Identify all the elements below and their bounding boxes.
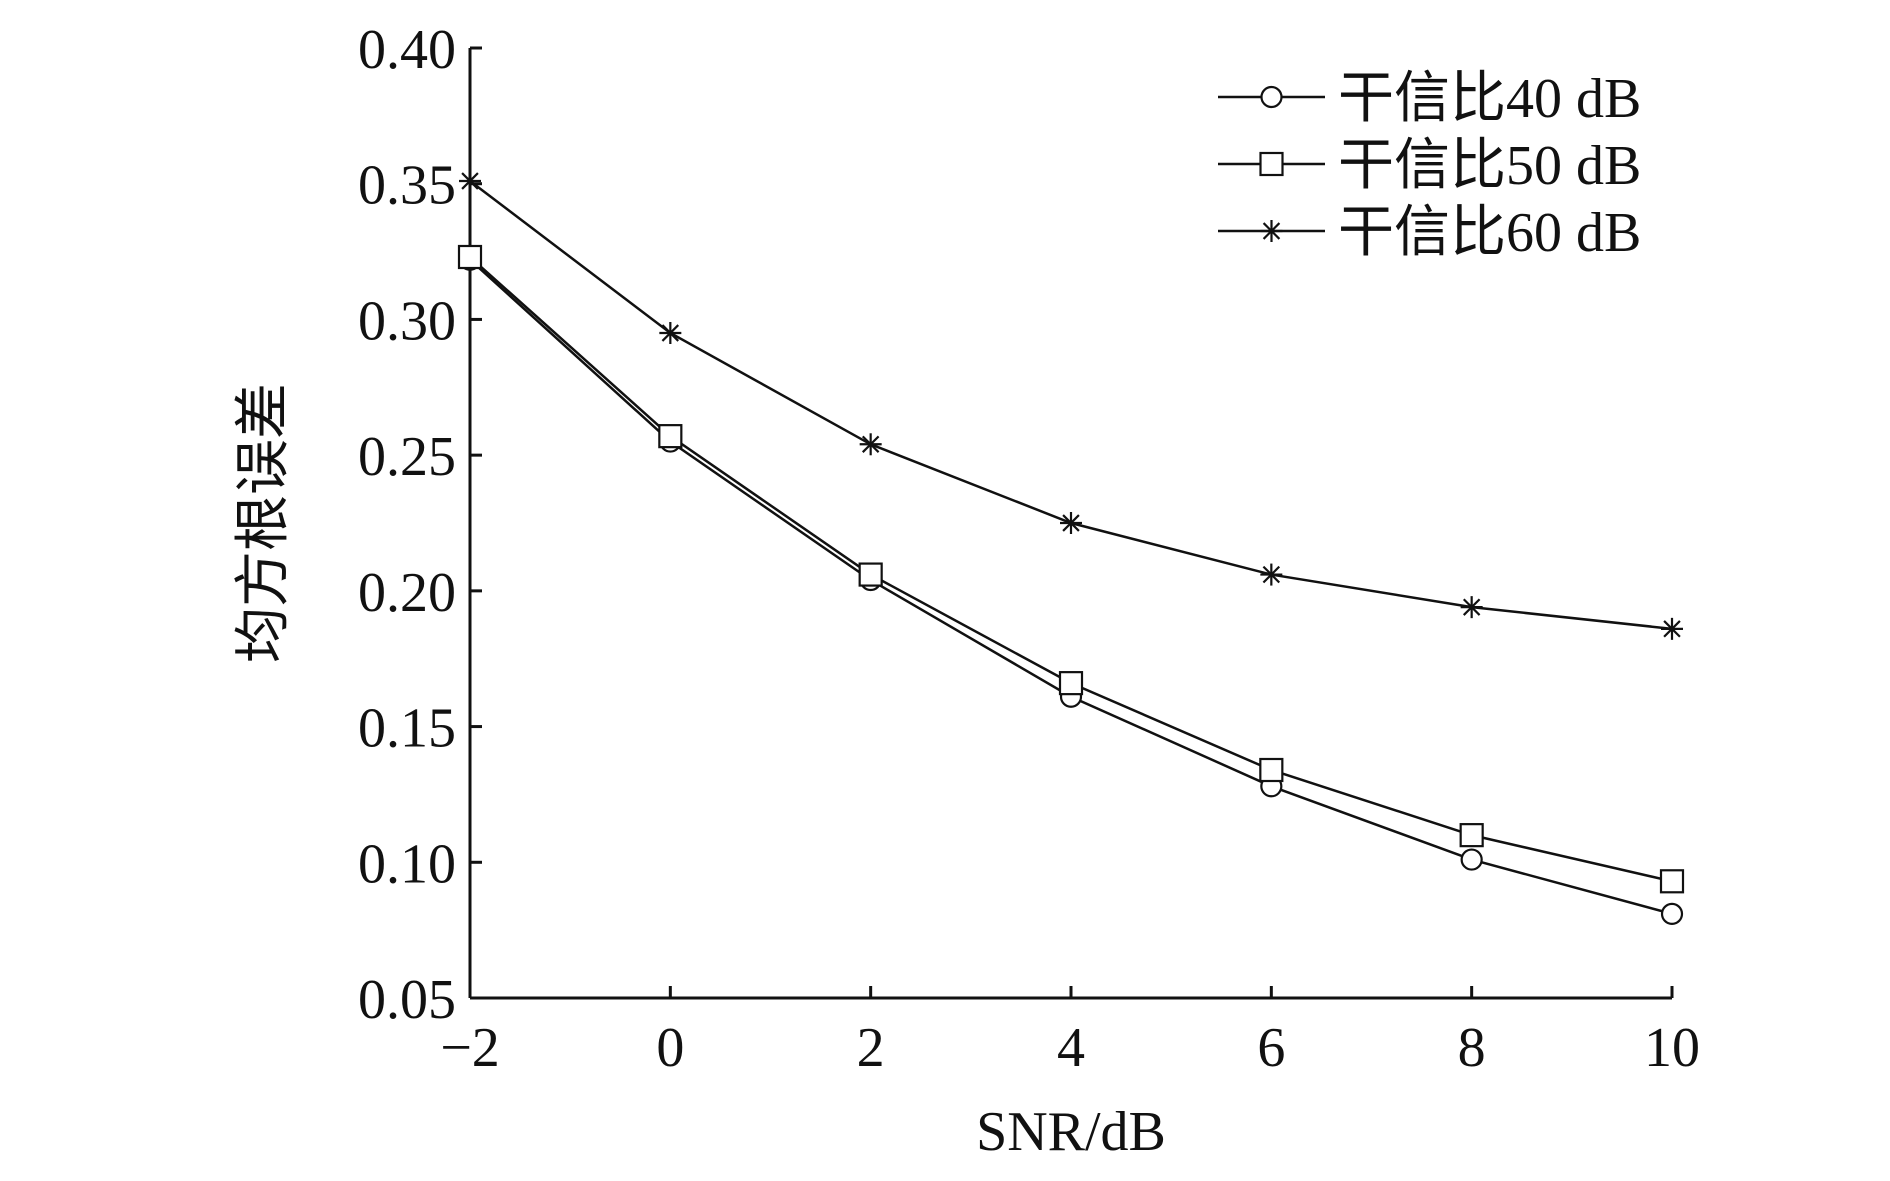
y-tick-label: 0.20 [358,562,456,624]
series-circle [458,248,1684,925]
data-point-square [1659,869,1685,894]
data-point-star [1661,617,1683,640]
data-point-square [1459,823,1484,848]
data-point-circle [1460,848,1483,871]
legend-label: 干信比40 dB [1338,68,1641,130]
series-line [469,258,1673,916]
data-point-star [659,322,682,344]
series-star [459,170,1683,640]
data-point-circle [1260,85,1283,109]
legend-item: 干信比40 dB [1218,68,1641,130]
y-axis-title: 均方根误差 [233,383,295,663]
y-tick-label: 0.10 [358,833,456,895]
x-tick-label: 8 [1458,1017,1486,1079]
y-tick-label: 0.05 [358,969,456,1031]
y-tick-label: 0.35 [358,155,456,217]
data-point-star [859,433,882,456]
series-line [469,256,1673,883]
data-point-star [1460,596,1483,619]
data-point-square [1259,757,1284,783]
x-tick-label: 0 [656,1017,684,1079]
y-tick-label: 0.30 [358,290,456,352]
x-ticks: −2 0 2 4 6 8 10 [440,986,1700,1079]
legend-label: 干信比50 dB [1338,135,1641,197]
legend-item: 干信比50 dB [1218,135,1641,197]
series-group [457,170,1685,925]
x-tick-label: 4 [1057,1017,1085,1079]
data-point-square [1259,151,1284,177]
y-tick-label: 0.15 [358,698,456,760]
y-ticks: 0.05 0.10 0.15 0.20 0.25 0.30 0.35 0.40 [358,19,482,1031]
y-tick-label: 0.40 [358,19,456,81]
legend-item: 干信比60 dB [1218,202,1641,264]
series-square [457,244,1685,894]
x-tick-label: 6 [1257,1017,1285,1079]
x-tick-label: 2 [857,1017,885,1079]
data-point-circle [1660,902,1684,925]
data-point-star [1260,563,1283,586]
y-tick-label: 0.25 [358,426,456,488]
data-point-star [1260,220,1283,242]
x-axis-title: SNR/dB [976,1101,1166,1163]
data-point-square [457,244,483,270]
legend-label: 干信比60 dB [1338,202,1641,264]
data-point-star [1060,512,1082,534]
x-tick-label: 10 [1644,1017,1700,1079]
data-point-square [858,562,883,587]
data-point-square [658,424,683,449]
data-point-square [1058,671,1084,696]
x-tick-label: −2 [440,1017,500,1079]
data-point-star [459,170,481,192]
